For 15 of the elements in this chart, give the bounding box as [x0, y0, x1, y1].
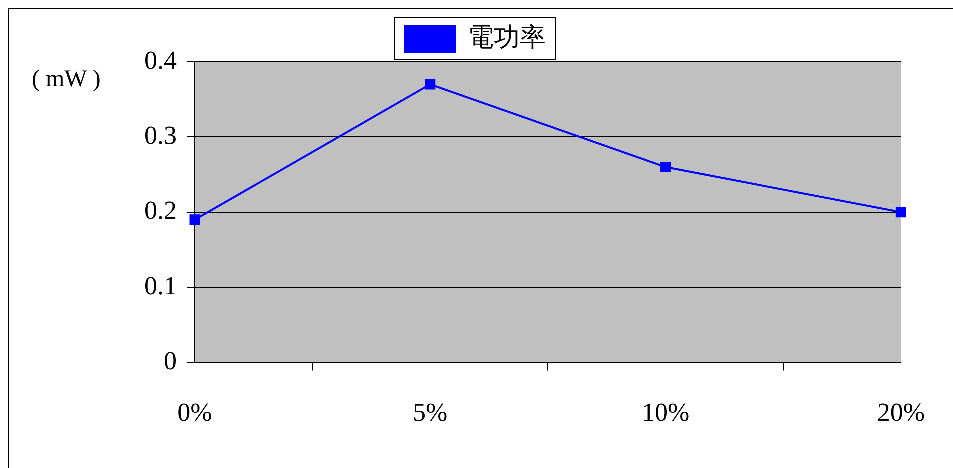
y-tick-label: 0.3: [144, 121, 177, 150]
x-tick-label: 5%: [413, 398, 448, 428]
y-axis-title: ( mW ): [32, 66, 101, 92]
y-tick-label: 0.1: [144, 271, 177, 300]
point: [660, 162, 672, 173]
point: [190, 214, 200, 226]
x-tick-label: 10%: [642, 398, 690, 428]
y-tick-label: 0.4: [144, 46, 177, 75]
y-tick-label: 0: [164, 346, 177, 376]
x-tick-label: 20%: [877, 398, 926, 428]
x-tick-label: 0%: [178, 398, 212, 428]
y-tick-label: 0.2: [144, 196, 177, 226]
point: [896, 207, 906, 218]
legend-label: 電功率: [468, 22, 546, 52]
point: [425, 79, 436, 90]
